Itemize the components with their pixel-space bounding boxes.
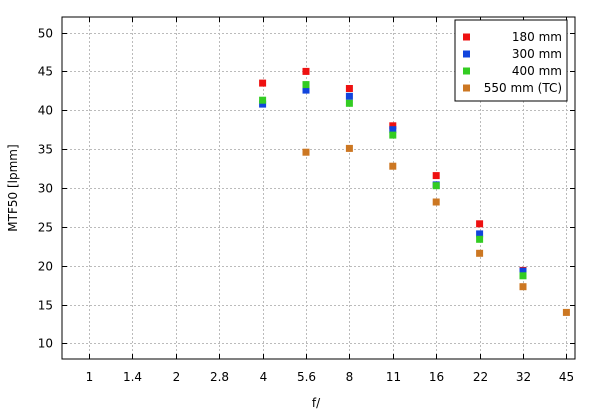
data-point-series-1	[432, 172, 440, 180]
data-point-series-3	[476, 235, 484, 243]
data-point-series-3	[389, 131, 397, 139]
data-point-series-2	[389, 126, 397, 134]
legend-label: 400 mm	[512, 64, 562, 78]
data-point-series-1	[345, 85, 353, 92]
x-tick-label: 1.4	[123, 370, 142, 384]
x-tick-label: 8	[346, 370, 354, 384]
x-tick-label: 22	[473, 370, 488, 384]
y-tick-label: 10	[38, 337, 53, 351]
tick-labels: 10 15 20 25 30 35 40 45 50 1 1.4 2 2.8 4 5.6 8 11 16 22 32 4…	[38, 27, 574, 385]
data-point-series-4	[345, 144, 353, 152]
data-point-series-4	[562, 308, 570, 316]
legend-marker	[463, 33, 470, 41]
legend: 180 mm 300 mm 400 mm 550 mm (TC)	[454, 19, 568, 102]
y-tick-label: 50	[38, 27, 53, 41]
y-tick-label: 40	[38, 104, 53, 118]
legend-marker	[463, 50, 470, 58]
data-point-series-1	[476, 220, 484, 228]
data-point-series-4	[302, 148, 310, 156]
x-axis-title: f/	[312, 396, 321, 410]
legend-box	[454, 19, 568, 102]
x-tick-label: 2	[173, 370, 181, 384]
data-point-series-3	[259, 96, 267, 104]
y-axis-title: MTF50 [lpmm]	[6, 144, 20, 231]
data-point-series-2	[476, 230, 484, 238]
legend-label: 300 mm	[512, 47, 562, 61]
data-point-series-2	[345, 92, 353, 100]
data-points	[259, 67, 570, 316]
legend-label: 550 mm (TC)	[484, 81, 562, 95]
data-point-series-2	[259, 100, 267, 108]
data-point-series-3	[519, 272, 527, 280]
x-tick-label: 5.6	[297, 370, 316, 384]
data-point-series-1	[259, 79, 267, 87]
data-point-series-4	[389, 162, 397, 170]
data-point-series-3	[302, 81, 310, 89]
y-tick-label: 30	[38, 182, 53, 196]
data-point-series-3	[432, 182, 440, 190]
data-point-series-1	[389, 122, 397, 130]
data-point-series-4	[432, 198, 440, 206]
data-point-series-3	[345, 99, 353, 107]
y-tick-label: 35	[38, 143, 53, 157]
legend-marker	[463, 84, 470, 92]
data-point-series-4	[476, 249, 484, 257]
y-tick-label: 20	[38, 260, 53, 274]
x-tick-label: 2.8	[210, 370, 229, 384]
data-point-series-4	[519, 283, 527, 291]
x-tick-label: 32	[516, 370, 531, 384]
x-tick-label: 11	[386, 370, 401, 384]
legend-label: 180 mm	[512, 30, 562, 44]
x-tick-label: 45	[559, 370, 574, 384]
legend-marker	[463, 67, 470, 75]
y-tick-label: 45	[38, 65, 53, 79]
data-point-series-2	[302, 86, 310, 94]
x-tick-label: 16	[429, 370, 444, 384]
data-point-series-1	[302, 67, 310, 75]
y-tick-label: 15	[38, 299, 53, 313]
axis-ticks	[62, 17, 575, 359]
x-tick-label: 4	[260, 370, 268, 384]
y-tick-label: 25	[38, 221, 53, 235]
data-point-series-2	[519, 267, 527, 275]
x-tick-label: 1	[86, 370, 94, 384]
